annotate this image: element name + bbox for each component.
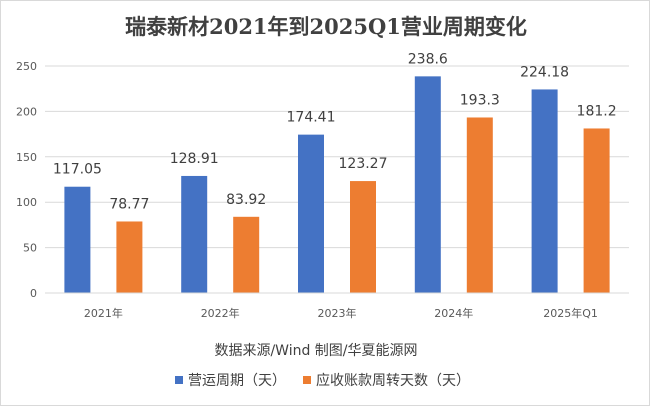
- bar-operating-cycle: [181, 175, 208, 293]
- legend-label: 应收账款周转天数（天）: [316, 372, 470, 389]
- bar-operating-cycle: [64, 186, 91, 293]
- y-tick-label: 200: [16, 105, 37, 118]
- legend-label: 营运周期（天）: [188, 373, 286, 389]
- data-label: 224.18: [520, 64, 569, 80]
- legend: 营运周期（天） 应收账款周转天数（天）: [175, 372, 470, 389]
- x-tick-label: 2021年: [84, 306, 123, 320]
- legend-swatch: [303, 376, 311, 384]
- x-tick-label: 2024年: [434, 306, 473, 320]
- x-tick-label: 2025年Q1: [543, 306, 598, 320]
- bar-operating-cycle: [414, 76, 441, 293]
- data-label: 128.91: [170, 151, 219, 167]
- x-tick-label: 2022年: [201, 306, 240, 320]
- chart-title: 瑞泰新材2021年到2025Q1营业周期变化: [125, 14, 527, 39]
- data-label: 181.2: [577, 103, 617, 119]
- y-tick-label: 0: [30, 287, 37, 300]
- source-note: 数据来源/Wind 制图/华夏能源网: [214, 343, 417, 359]
- y-tick-label: 250: [16, 60, 37, 73]
- y-tick-label: 100: [16, 196, 37, 209]
- data-label: 238.6: [408, 51, 448, 67]
- bar-receivable-days: [233, 216, 260, 293]
- bars: [64, 76, 610, 294]
- bar-receivable-days: [466, 117, 493, 293]
- bar-operating-cycle: [531, 89, 558, 294]
- x-axis: 2021年 2022年 2023年 2024年 2025年Q1: [45, 292, 629, 320]
- bar-receivable-days: [350, 181, 376, 293]
- data-label: 123.27: [339, 156, 388, 172]
- x-tick-label: 2023年: [318, 306, 357, 320]
- y-tick-label: 50: [23, 242, 37, 255]
- bar-receivable-days: [583, 128, 610, 293]
- data-label: 117.05: [53, 162, 102, 178]
- data-label: 193.3: [460, 92, 500, 108]
- y-tick-label: 150: [16, 151, 37, 164]
- data-label: 78.77: [109, 196, 149, 212]
- data-label: 174.41: [287, 110, 336, 126]
- bar-operating-cycle: [298, 134, 324, 293]
- data-labels: 117.05 78.77 128.91 83.92 174.41 123.27 238.6 1…: [53, 51, 617, 212]
- legend-swatch: [175, 376, 183, 384]
- bar-receivable-days: [116, 221, 143, 293]
- data-label: 83.92: [226, 192, 266, 208]
- y-axis: 0 50 100 150 200 250: [16, 60, 37, 300]
